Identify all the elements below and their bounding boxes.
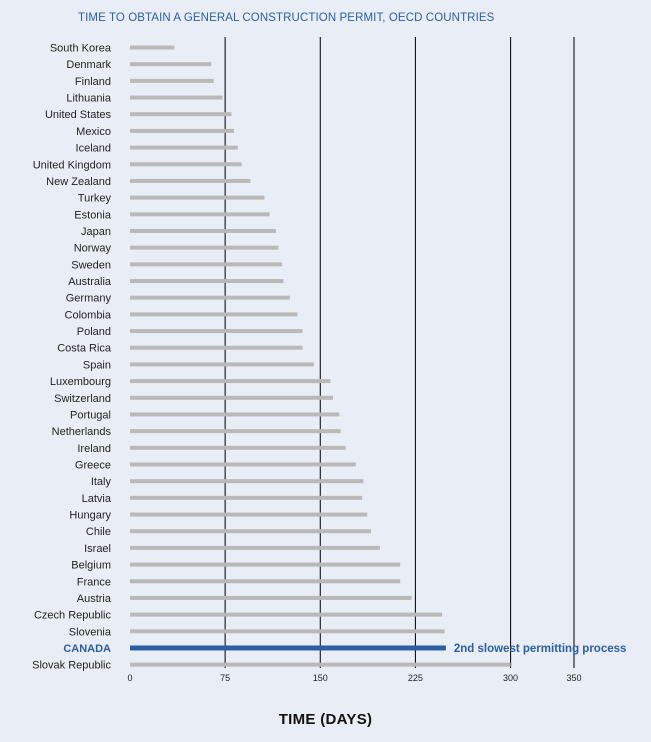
bar-finland (130, 78, 214, 83)
bar-united-kingdom (130, 162, 242, 167)
category-label: Hungary (69, 510, 111, 522)
bar-poland (130, 329, 303, 334)
category-label: United States (45, 109, 112, 121)
category-label: Latvia (82, 493, 112, 505)
bar-united-states (130, 112, 232, 117)
bar-costa-rica (130, 345, 303, 350)
category-label: Austria (77, 593, 112, 605)
x-tick-label: 0 (127, 673, 132, 683)
category-label: Sweden (71, 259, 111, 271)
bar-greece (130, 462, 356, 467)
bar-germany (130, 295, 290, 300)
category-label: Israel (84, 543, 111, 555)
bar-turkey (130, 195, 265, 200)
category-label: Italy (91, 476, 112, 488)
bar-belgium (130, 562, 401, 567)
category-label: Czech Republic (34, 610, 112, 622)
category-label: Luxembourg (50, 376, 111, 388)
bar-sweden (130, 262, 283, 267)
category-label: France (77, 576, 111, 588)
category-label: Colombia (65, 309, 112, 321)
category-label: New Zealand (46, 176, 111, 188)
category-label: Ireland (77, 443, 111, 455)
bar-mexico (130, 128, 235, 133)
x-tick-label: 225 (408, 673, 423, 683)
bar-slovak-republic (130, 662, 511, 667)
bar-spain (130, 362, 314, 367)
chart-title: TIME TO OBTAIN A GENERAL CONSTRUCTION PE… (78, 12, 495, 24)
bar-israel (130, 545, 380, 550)
category-label: Greece (75, 460, 111, 472)
bar-portugal (130, 412, 340, 417)
bar-switzerland (130, 395, 333, 400)
bar-norway (130, 245, 279, 250)
category-label: Belgium (71, 560, 111, 572)
category-label: Chile (86, 526, 111, 538)
bar-denmark (130, 62, 212, 67)
bar-czech-republic (130, 612, 443, 617)
category-label: Estonia (74, 209, 112, 221)
category-label: Mexico (76, 126, 111, 138)
bar-slovenia (130, 629, 445, 634)
category-label: Finland (75, 76, 111, 88)
bar-iceland (130, 145, 238, 150)
category-label: Poland (77, 326, 111, 338)
x-tick-label: 150 (313, 673, 328, 683)
bar-chile (130, 529, 372, 534)
category-label: Denmark (66, 59, 111, 71)
x-tick-label: 350 (566, 673, 581, 683)
category-label: CANADA (63, 643, 111, 655)
category-label: Netherlands (52, 426, 112, 438)
bar-austria (130, 595, 412, 600)
category-label: Turkey (78, 193, 112, 205)
category-label: United Kingdom (33, 159, 111, 171)
category-label: Slovak Republic (32, 660, 111, 672)
x-tick-label: 300 (503, 673, 518, 683)
category-label: Spain (83, 359, 111, 371)
bar-netherlands (130, 429, 341, 434)
category-label: Switzerland (54, 393, 111, 405)
bar-japan (130, 228, 276, 233)
category-label: Norway (74, 243, 112, 255)
bar-colombia (130, 312, 298, 317)
category-label: Costa Rica (57, 343, 112, 355)
category-label: Portugal (70, 409, 111, 421)
bar-australia (130, 279, 284, 284)
bar-france (130, 579, 401, 584)
annotation-label: 2nd slowest permitting process (454, 643, 627, 655)
bar-lithuania (130, 95, 223, 100)
x-tick-label: 75 (220, 673, 230, 683)
category-label: South Korea (50, 43, 112, 55)
bar-estonia (130, 212, 270, 217)
category-label: Lithuania (66, 93, 112, 105)
x-axis-label: TIME (DAYS) (278, 711, 373, 728)
category-label: Slovenia (69, 626, 112, 638)
bar-latvia (130, 495, 363, 500)
category-label: Japan (81, 226, 111, 238)
bar-luxembourg (130, 379, 331, 384)
category-label: Iceland (76, 143, 111, 155)
bar-south-korea (130, 45, 175, 50)
bar-hungary (130, 512, 368, 517)
category-label: Australia (68, 276, 112, 288)
bar-italy (130, 479, 364, 484)
bar-new-zealand (130, 178, 251, 183)
bar-ireland (130, 445, 346, 450)
category-label: Germany (66, 293, 112, 305)
bar-canada (130, 645, 446, 651)
